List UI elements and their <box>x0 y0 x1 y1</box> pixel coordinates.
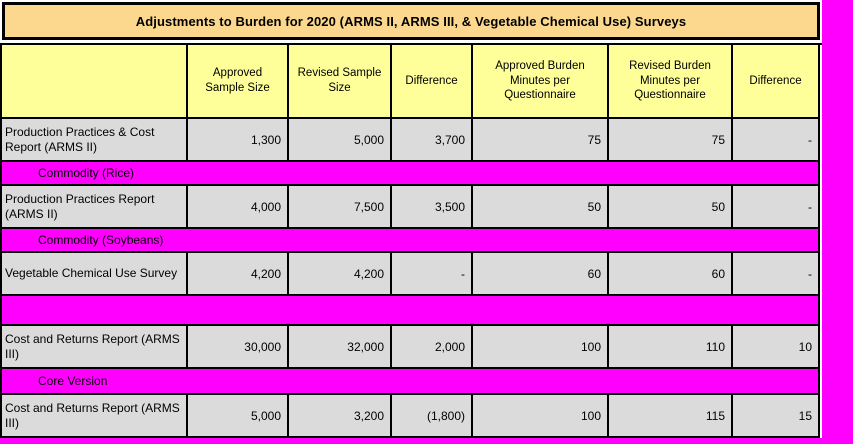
value-cell: 3,500 <box>392 186 473 229</box>
value-cell: 100 <box>473 395 609 438</box>
header-approved-sample-size: Approved Sample Size <box>188 45 289 119</box>
section-band-label: Commodity (Soybeans) <box>38 233 164 247</box>
value-cell: 7,500 <box>289 186 392 229</box>
sheet-area: Adjustments to Burden for 2020 (ARMS II,… <box>0 0 822 438</box>
value-cell: 5,000 <box>289 119 392 162</box>
header-burden-difference: Difference <box>733 45 820 119</box>
value-cell: 2,000 <box>392 326 473 369</box>
value-cell: 100 <box>473 326 609 369</box>
row-label-cell: Vegetable Chemical Use Survey <box>2 253 188 296</box>
value-cell: 115 <box>609 395 733 438</box>
section-band: Core Version <box>2 369 820 395</box>
header-revised-burden-minutes: Revised Burden Minutes per Questionnaire <box>609 45 733 119</box>
table-title-bar: Adjustments to Burden for 2020 (ARMS II,… <box>2 2 820 40</box>
value-cell: 75 <box>473 119 609 162</box>
section-band: Commodity (Soybeans) <box>2 229 820 253</box>
value-cell: 4,000 <box>188 186 289 229</box>
section-band: Commodity (Rice) <box>2 162 820 186</box>
value-cell: 3,200 <box>289 395 392 438</box>
header-blank-cell <box>2 45 188 119</box>
value-cell: 4,200 <box>289 253 392 296</box>
header-sample-difference: Difference <box>392 45 473 119</box>
value-cell: - <box>392 253 473 296</box>
row-label-cell: Production Practices & Cost Report (ARMS… <box>2 119 188 162</box>
value-cell: (1,800) <box>392 395 473 438</box>
value-cell: 10 <box>733 326 820 369</box>
value-cell: 1,300 <box>188 119 289 162</box>
row-label-cell: Cost and Returns Report (ARMS III) <box>2 326 188 369</box>
value-cell: - <box>733 253 820 296</box>
spacer-band <box>2 296 820 326</box>
value-cell: 110 <box>609 326 733 369</box>
row-label-cell: Production Practices Report (ARMS II) <box>2 186 188 229</box>
section-band-label: Core Version <box>38 374 108 388</box>
value-cell: - <box>733 186 820 229</box>
burden-adjustments-table: Approved Sample Size Revised Sample Size… <box>0 43 822 438</box>
table-title-text: Adjustments to Burden for 2020 (ARMS II,… <box>135 13 687 29</box>
value-cell: 15 <box>733 395 820 438</box>
value-cell: 60 <box>473 253 609 296</box>
value-cell: - <box>733 119 820 162</box>
value-cell: 75 <box>609 119 733 162</box>
section-band-label: Commodity (Rice) <box>38 166 135 180</box>
row-label-cell: Cost and Returns Report (ARMS III) <box>2 395 188 438</box>
value-cell: 60 <box>609 253 733 296</box>
value-cell: 4,200 <box>188 253 289 296</box>
value-cell: 50 <box>609 186 733 229</box>
value-cell: 50 <box>473 186 609 229</box>
header-revised-sample-size: Revised Sample Size <box>289 45 392 119</box>
value-cell: 30,000 <box>188 326 289 369</box>
header-approved-burden-minutes: Approved Burden Minutes per Questionnair… <box>473 45 609 119</box>
value-cell: 32,000 <box>289 326 392 369</box>
value-cell: 3,700 <box>392 119 473 162</box>
value-cell: 5,000 <box>188 395 289 438</box>
